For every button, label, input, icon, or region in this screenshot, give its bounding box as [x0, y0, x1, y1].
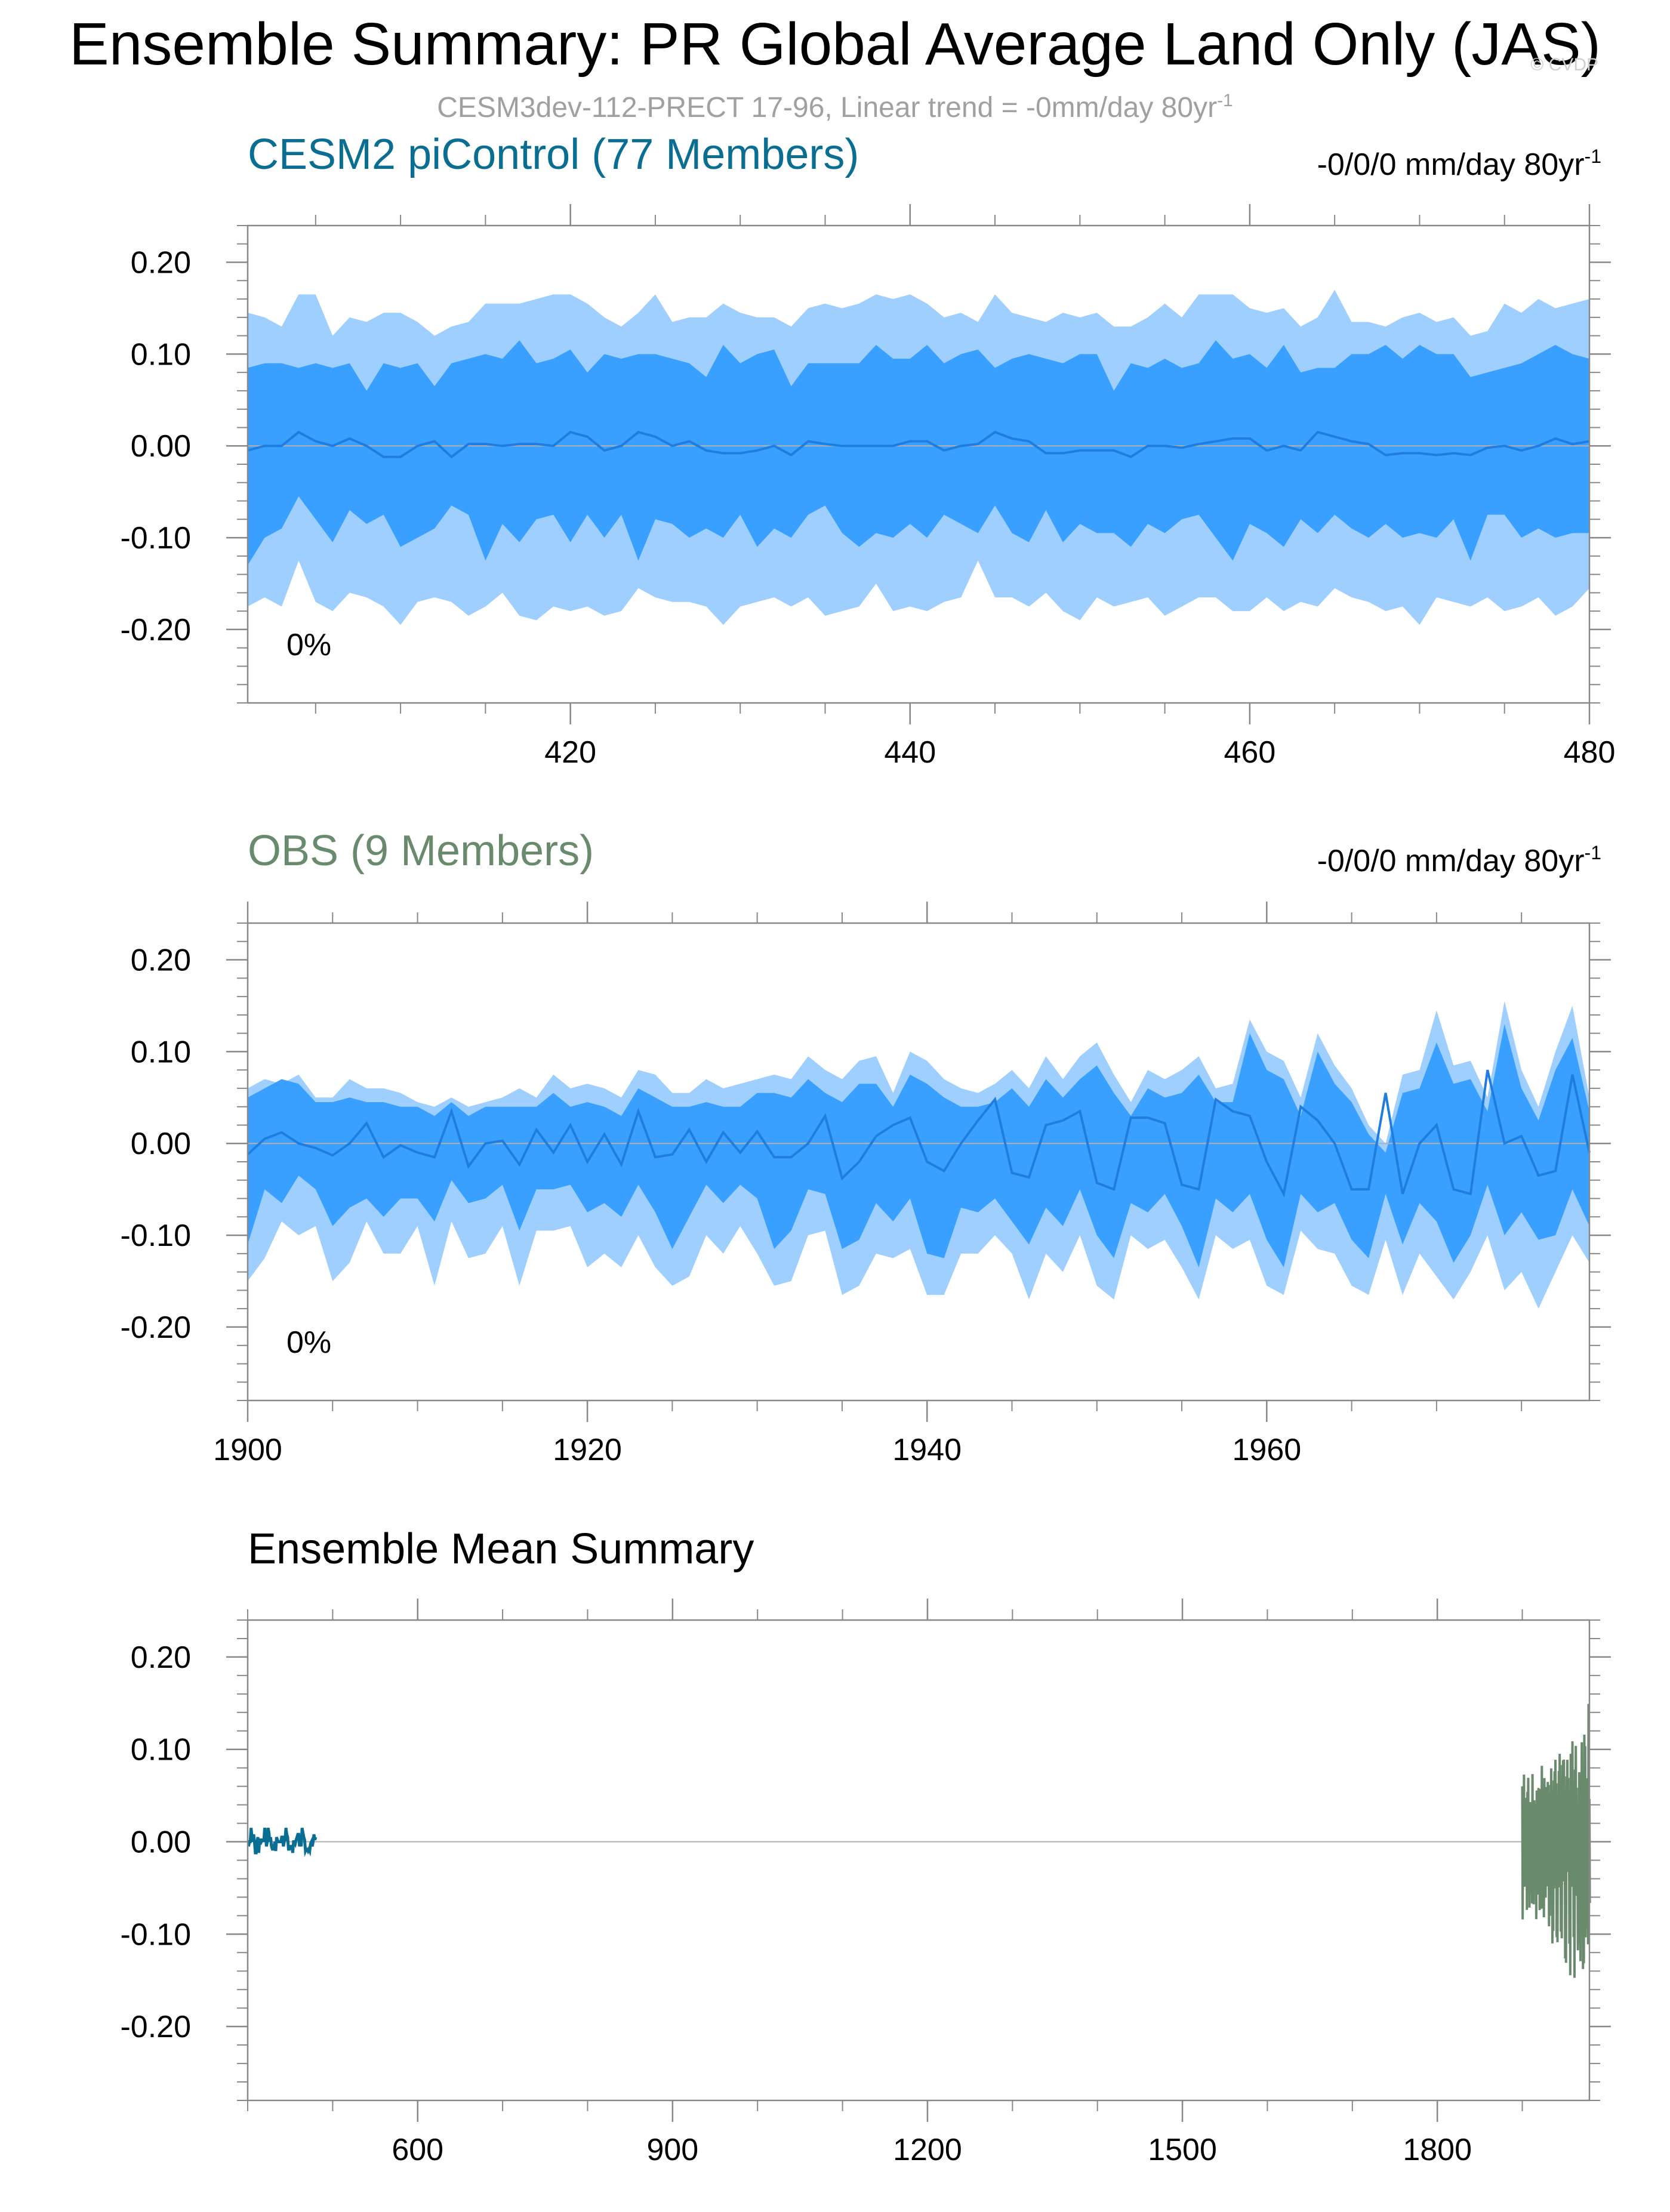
x-tick-label: 1500	[1148, 2133, 1217, 2167]
y-tick-label: 0.20	[131, 1640, 191, 1675]
y-tick-label: -0.10	[120, 521, 191, 556]
percent-annotation: 0%	[286, 628, 331, 662]
x-tick-label: 1960	[1232, 1433, 1301, 1467]
inner-band	[248, 340, 1589, 566]
trend-label-sup: -1	[1585, 146, 1601, 167]
series-line-cesm2	[247, 1827, 318, 1857]
trend-label: -0/0/0 mm/day 80yr-1	[1317, 146, 1601, 182]
y-tick-label: 0.00	[131, 1127, 191, 1161]
x-tick-label: 900	[646, 2133, 698, 2167]
y-tick-label: -0.10	[120, 1917, 191, 1952]
trend-label-text: -0/0/0 mm/day 80yr	[1317, 844, 1585, 878]
x-tick-label: 480	[1564, 735, 1616, 770]
panel-title: CESM2 piControl (77 Members)	[248, 131, 859, 178]
y-tick-label: 0.20	[131, 246, 191, 280]
y-tick-label: -0.10	[120, 1218, 191, 1253]
panel-ensemble-mean-summary: Ensemble Mean Summary 0.20 0.10 0.00 -0.10 -0…	[120, 1525, 1611, 2167]
x-tick-label: 1200	[893, 2133, 962, 2167]
panel-obs: OBS (9 Members) -0/0/0 mm/day 80yr-1 0% 0.2…	[120, 827, 1611, 1467]
figure-title: Ensemble Summary: PR Global Average Land…	[69, 11, 1601, 78]
watermark: © CVDP	[1530, 55, 1598, 75]
ensemble-mean-line	[247, 1069, 1591, 1198]
percent-annotation: 0%	[286, 1325, 331, 1360]
x-tick-label: 460	[1224, 735, 1276, 770]
subtitle: CESM3dev-112-PRECT 17-96, Linear trend =…	[437, 91, 1233, 124]
y-tick-label: 0.10	[131, 1733, 191, 1767]
panel-title: Ensemble Mean Summary	[248, 1525, 754, 1573]
ensemble-mean-line	[247, 430, 1590, 459]
trend-label: -0/0/0 mm/day 80yr-1	[1317, 842, 1601, 878]
subtitle-text: CESM3dev-112-PRECT 17-96, Linear trend =…	[437, 92, 1217, 124]
trend-label-text: -0/0/0 mm/day 80yr	[1317, 147, 1585, 182]
subtitle-sup: -1	[1217, 91, 1233, 110]
y-tick-label: -0.20	[120, 613, 191, 647]
panel-title: OBS (9 Members)	[248, 827, 594, 875]
y-tick-label: -0.20	[120, 1310, 191, 1345]
y-tick-label: 0.20	[131, 943, 191, 978]
plot-area	[248, 1620, 1589, 2100]
y-tick-label: 0.00	[131, 429, 191, 464]
y-tick-label: 0.10	[131, 1035, 191, 1069]
x-tick-label: 1900	[213, 1433, 282, 1467]
x-tick-label: 440	[884, 735, 936, 770]
x-tick-label: 1940	[892, 1433, 962, 1467]
x-tick-label: 420	[544, 735, 596, 770]
x-tick-label: 1800	[1403, 2133, 1472, 2167]
x-tick-label: 1920	[553, 1433, 622, 1467]
y-tick-label: 0.10	[131, 337, 191, 372]
y-tick-label: 0.00	[131, 1825, 191, 1860]
x-tick-label: 600	[392, 2133, 443, 2167]
series-line-obs	[1521, 1704, 1591, 1978]
trend-label-sup: -1	[1585, 842, 1601, 863]
panel-cesm2-picontrol: CESM2 piControl (77 Members) -0/0/0 mm/da…	[120, 131, 1615, 770]
inner-band	[248, 1024, 1589, 1267]
y-tick-label: -0.20	[120, 2010, 191, 2044]
